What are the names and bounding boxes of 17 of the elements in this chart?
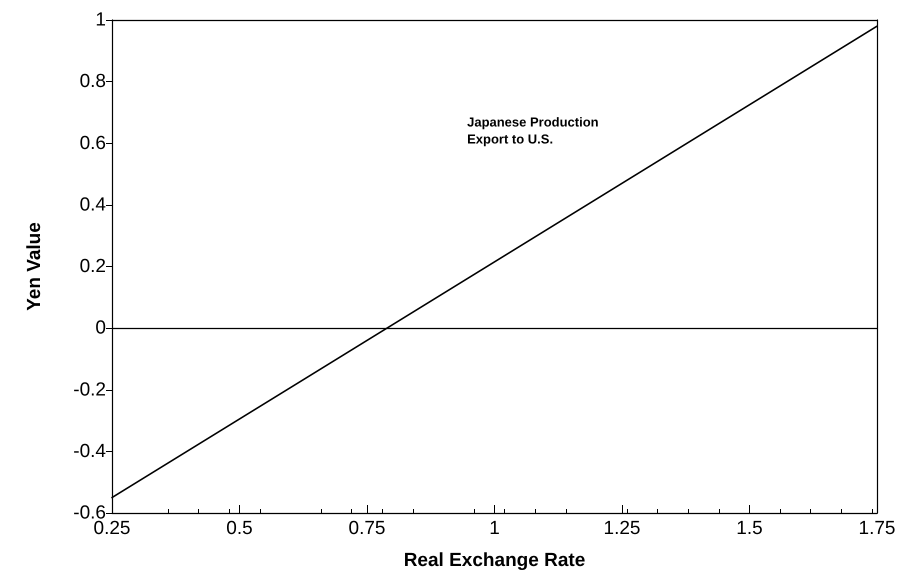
y-tick-label: 1 [95,10,106,30]
x-tick-label: 1.75 [858,518,896,539]
x-tick-label: 1 [489,518,500,539]
x-tick-label: 0.5 [226,518,253,539]
x-tick-label: 1.25 [604,518,640,539]
x-tick-label: 0.75 [348,518,386,539]
y-tick-label: 0 [95,318,106,339]
y-axis-title: Yen Value [24,222,45,311]
x-tick-label: 1.5 [736,518,763,539]
x-axis-title: Real Exchange Rate [404,550,586,571]
y-tick-label: 0.8 [80,71,106,92]
y-tick-label: 0.2 [80,256,106,277]
y-tick-label: 0.6 [80,132,106,154]
y-tick-label: -0.2 [73,379,106,400]
y-tick-label: 0.4 [80,194,106,216]
y-tick-label: -0.4 [73,440,106,462]
annotation: Japanese Production Export to U.S. [467,114,599,147]
